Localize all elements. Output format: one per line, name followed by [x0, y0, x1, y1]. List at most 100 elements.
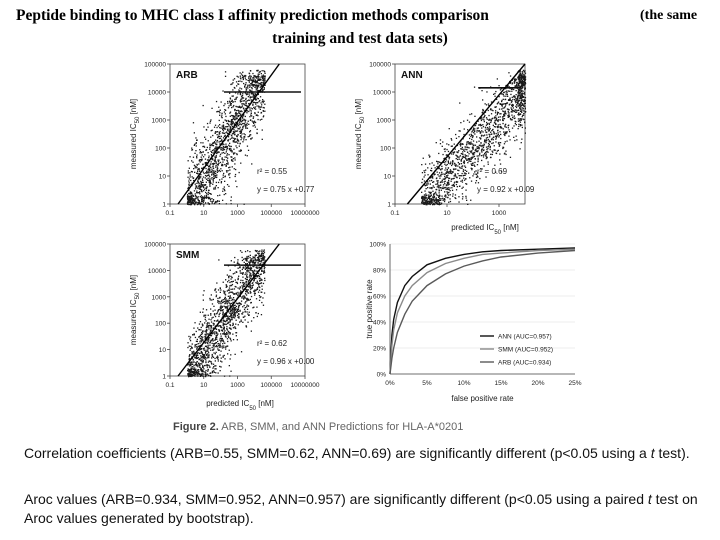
data-point [245, 102, 247, 104]
data-point [191, 347, 193, 349]
data-point [213, 188, 215, 190]
data-point [218, 259, 220, 261]
data-point [233, 307, 235, 310]
data-point [517, 113, 519, 116]
data-point [234, 353, 236, 355]
y-tick-label: 1 [162, 202, 166, 209]
data-point [242, 272, 244, 274]
data-point [209, 120, 212, 122]
data-point [232, 115, 234, 117]
data-point [498, 141, 500, 144]
data-point [212, 181, 214, 183]
data-point [233, 299, 235, 301]
data-point [460, 122, 462, 124]
data-point [488, 126, 491, 128]
data-point [241, 98, 243, 100]
data-point [224, 175, 226, 177]
data-point [231, 123, 233, 125]
data-point [518, 99, 520, 101]
data-point [517, 97, 519, 100]
data-point [208, 374, 210, 377]
data-point [260, 82, 263, 84]
data-point [222, 147, 224, 149]
data-point [209, 185, 211, 187]
data-point [199, 170, 201, 172]
data-point [480, 168, 482, 170]
data-point [518, 75, 520, 77]
data-point [215, 172, 217, 174]
data-point [229, 145, 231, 147]
data-point [515, 105, 517, 107]
data-point [254, 96, 256, 98]
data-point [481, 148, 483, 150]
data-point [515, 90, 517, 92]
data-point [435, 198, 437, 200]
data-point [517, 102, 519, 104]
data-point [465, 195, 467, 197]
data-point [263, 107, 265, 109]
data-point [221, 139, 223, 141]
data-point [196, 192, 198, 194]
data-point [239, 92, 242, 94]
data-point [464, 169, 466, 171]
data-point [502, 116, 504, 118]
data-point [250, 134, 252, 136]
data-point [466, 159, 469, 161]
data-point [237, 115, 240, 118]
data-point [212, 199, 215, 201]
x-axis-label-sub: 50 [494, 230, 501, 236]
data-point [191, 171, 193, 173]
data-point [203, 200, 205, 202]
data-point [228, 317, 230, 320]
data-point [255, 114, 257, 116]
data-point [192, 374, 194, 376]
data-point [213, 142, 215, 144]
data-point [220, 340, 222, 342]
data-point [197, 366, 199, 368]
data-point [225, 306, 227, 308]
data-point [233, 314, 235, 316]
data-point [230, 284, 232, 287]
para2-text-end: test on Aroc values generated by bootstr… [24, 491, 698, 526]
data-point [479, 145, 481, 147]
data-point [251, 83, 253, 86]
data-point [240, 88, 243, 90]
data-point [191, 196, 193, 198]
data-point [242, 286, 244, 288]
data-point [423, 203, 425, 205]
data-point [234, 304, 236, 306]
data-point [259, 79, 261, 81]
data-point [252, 101, 255, 103]
data-point [522, 107, 524, 109]
legend-entry: ANN (AUC=0.957) [498, 334, 552, 341]
data-point [444, 191, 446, 193]
data-point [249, 267, 251, 269]
data-point [213, 370, 215, 372]
data-point [424, 198, 426, 201]
data-point [488, 119, 490, 121]
data-point [264, 277, 266, 279]
data-point [249, 290, 251, 292]
data-point [254, 86, 256, 88]
data-point [199, 175, 201, 178]
data-point [234, 98, 236, 101]
data-point [210, 375, 212, 377]
data-point [244, 277, 247, 280]
data-point [435, 197, 437, 199]
data-point [187, 363, 189, 365]
data-point [511, 105, 514, 107]
data-point [253, 266, 255, 268]
data-point [197, 187, 199, 189]
data-point [193, 327, 195, 329]
data-point [421, 181, 423, 184]
x-axis-label: predicted IC50 [nM] [451, 223, 519, 236]
data-point [191, 346, 193, 349]
data-point [240, 118, 242, 120]
data-point [518, 82, 520, 85]
data-point [188, 345, 190, 347]
data-point [257, 272, 259, 274]
data-point [192, 361, 194, 363]
data-point [503, 118, 506, 120]
data-point [503, 95, 505, 97]
